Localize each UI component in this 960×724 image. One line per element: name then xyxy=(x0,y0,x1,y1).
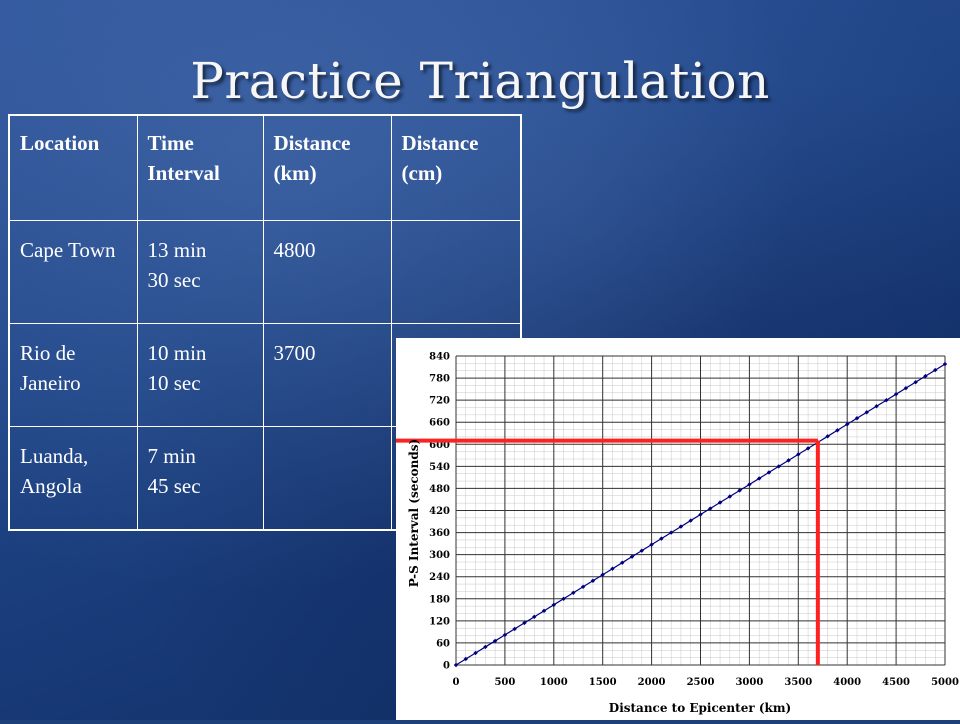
y-tick-label: 300 xyxy=(429,550,450,561)
cell-time: 7 min 45 sec xyxy=(136,426,264,531)
data-point xyxy=(502,632,508,638)
y-tick-label: 60 xyxy=(436,638,450,649)
cell-time-min: 10 min xyxy=(147,341,207,365)
y-tick-label: 840 xyxy=(429,352,450,363)
x-axis-label: Distance to Epicenter (km) xyxy=(609,701,791,715)
cell-time-min: 13 min xyxy=(147,238,207,262)
data-point xyxy=(698,512,703,517)
y-tick-label: 420 xyxy=(429,506,450,517)
table-row: Cape Town 13 min 30 sec 4800 xyxy=(8,220,522,324)
x-tick-label: 4500 xyxy=(882,677,910,688)
data-point xyxy=(610,566,615,571)
header-distance-cm: Distance (cm) xyxy=(390,114,522,221)
y-tick-label: 480 xyxy=(429,484,450,495)
x-tick-label: 5000 xyxy=(931,677,959,688)
y-tick-label: 660 xyxy=(429,418,450,429)
cell-location: Rio de Janeiro xyxy=(8,323,138,427)
data-point xyxy=(923,373,928,379)
y-tick-label: 120 xyxy=(429,616,450,627)
x-tick-label: 2500 xyxy=(687,677,715,688)
ps-interval-chart: 0 500 1000 1500 2000 2500 3000 3500 4000 4500 5000… xyxy=(396,352,959,715)
cell-distance-km xyxy=(262,426,392,531)
y-tick-label: 240 xyxy=(429,572,450,583)
y-tick-label: 540 xyxy=(429,462,450,473)
data-point xyxy=(942,361,948,367)
data-point xyxy=(786,458,791,463)
y-tick-label: 600 xyxy=(429,440,450,451)
cell-distance-km: 4800 xyxy=(262,220,392,324)
table-header-row: Location Time Interval Distance (km) Dis… xyxy=(8,114,522,221)
cell-time: 13 min 30 sec xyxy=(136,220,264,324)
data-point xyxy=(776,464,781,469)
data-point xyxy=(864,410,869,415)
x-tick-label: 1000 xyxy=(540,677,568,688)
data-point xyxy=(933,367,938,373)
data-point xyxy=(620,560,625,565)
header-location: Location xyxy=(8,114,138,221)
y-tick-label: 360 xyxy=(429,528,450,539)
x-tick-label: 500 xyxy=(494,677,515,688)
x-tick-label: 2000 xyxy=(638,677,666,688)
cell-distance-cm xyxy=(390,220,522,324)
data-point xyxy=(903,385,909,391)
data-point xyxy=(688,518,693,523)
header-time-interval: Time Interval xyxy=(136,114,264,221)
cell-time: 10 min 10 sec xyxy=(136,323,264,427)
cell-time-sec: 45 sec xyxy=(147,474,201,498)
y-tick-label: 180 xyxy=(429,594,450,605)
slide-title: Practice Triangulation xyxy=(190,52,770,110)
cell-time-min: 7 min xyxy=(147,444,196,468)
data-point xyxy=(854,416,860,421)
data-point xyxy=(737,488,742,493)
y-tick-label: 720 xyxy=(429,396,450,407)
cell-time-sec: 30 sec xyxy=(147,268,201,292)
x-tick-label: 3000 xyxy=(735,677,763,688)
chart-panel: 0 500 1000 1500 2000 2500 3000 3500 4000 4500 5000… xyxy=(396,338,960,720)
data-point xyxy=(893,391,899,397)
y-axis-label: P-S Interval (seconds) xyxy=(407,439,421,587)
x-tick-label: 1500 xyxy=(589,677,617,688)
cell-distance-km: 3700 xyxy=(262,323,392,427)
header-distance-km: Distance (km) xyxy=(262,114,392,221)
cell-location: Luanda, Angola xyxy=(8,426,138,531)
x-tick-label: 4000 xyxy=(833,677,861,688)
data-point xyxy=(913,379,918,385)
x-tick-label: 0 xyxy=(453,677,460,688)
data-point xyxy=(825,434,830,439)
cell-location: Cape Town xyxy=(8,220,138,324)
cell-time-sec: 10 sec xyxy=(147,371,201,395)
y-tick-label: 780 xyxy=(429,374,450,385)
data-point xyxy=(453,662,459,668)
x-tick-label: 3500 xyxy=(784,677,812,688)
data-point xyxy=(532,614,537,620)
data-point xyxy=(747,482,752,487)
y-tick-label: 0 xyxy=(443,661,450,672)
data-point xyxy=(483,644,488,650)
